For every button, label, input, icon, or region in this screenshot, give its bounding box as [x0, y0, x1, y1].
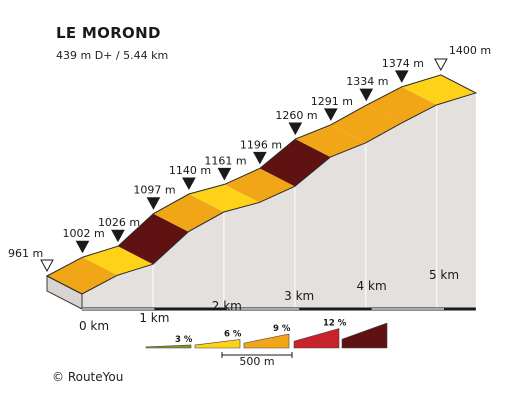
altitude-label: 1002 m [62, 227, 104, 240]
legend-swatch [293, 328, 340, 349]
legend-swatch [243, 333, 290, 349]
altitude-label: 1196 m [240, 138, 282, 151]
altitude-label: 1097 m [133, 184, 175, 197]
legend-swatch [341, 322, 388, 349]
profile-surface [45, 74, 478, 295]
profile-segment [366, 86, 437, 124]
x-tick-label: 4 km [357, 279, 387, 293]
x-axis: 0 km 1 km 2 km 3 km 4 km 5 km [79, 268, 459, 333]
altitude-label: 1334 m [346, 75, 388, 88]
profile-segment [188, 184, 260, 213]
profile-segment [117, 213, 189, 265]
profile-segment [259, 139, 331, 187]
altitude-marker-icon [359, 88, 374, 102]
altitude-marker-icon [75, 240, 90, 254]
profile-segment [401, 74, 476, 105]
profile-segment [295, 124, 366, 158]
altitude-marker-icon [146, 197, 161, 210]
profile-segment [330, 105, 402, 143]
altitude-label: 1026 m [98, 216, 140, 229]
legend-label: 6 % [224, 330, 242, 340]
altitude-label: 1291 m [311, 95, 353, 108]
x-tick-label: 2 km [212, 299, 242, 313]
x-tick-label: 3 km [284, 289, 314, 303]
altitude-label: 961 m [8, 247, 43, 260]
altitude-label: 1374 m [382, 57, 424, 70]
legend-label: 3 % [175, 335, 193, 345]
altitude-marker-icon [394, 70, 409, 83]
x-tick-label: 5 km [429, 268, 459, 282]
profile-outline [45, 74, 478, 295]
x-tick-label: 1 km [139, 311, 169, 325]
endpoint-marker-icon [40, 259, 54, 273]
copyright-text: © RouteYou [52, 370, 124, 384]
altitude-marker-icon [182, 177, 196, 191]
page-subtitle: 439 m D+ / 5.44 km [56, 49, 169, 62]
altitude-marker-icon [288, 122, 303, 136]
altitude-label: 1260 m [275, 109, 317, 122]
altitude-marker-icon [253, 151, 267, 165]
altitude-label: 1140 m [169, 164, 211, 177]
endpoint-marker-icon [434, 58, 448, 71]
profile-segment [153, 194, 224, 232]
x-tick-label: 0 km [79, 319, 109, 333]
legend-label: 12 % [323, 319, 347, 329]
altitude-marker-icon [111, 229, 125, 243]
gradient-legend: 3 % 6 % 9 % 12 % 500 m [145, 319, 388, 368]
legend-swatch [194, 339, 241, 349]
profile-front-wall [82, 92, 476, 309]
legend-label: 9 % [273, 324, 291, 334]
page-title: LE MOROND [56, 24, 161, 42]
altitude-label: 1161 m [204, 154, 246, 167]
altitude-marker-icon [217, 167, 232, 181]
profile-segment [82, 246, 153, 276]
altitude-label: 1400 m [449, 44, 491, 57]
legend-swatch [145, 344, 192, 349]
altitude-marker-icon [323, 108, 338, 121]
scale-bar-label: 500 m [239, 355, 274, 368]
